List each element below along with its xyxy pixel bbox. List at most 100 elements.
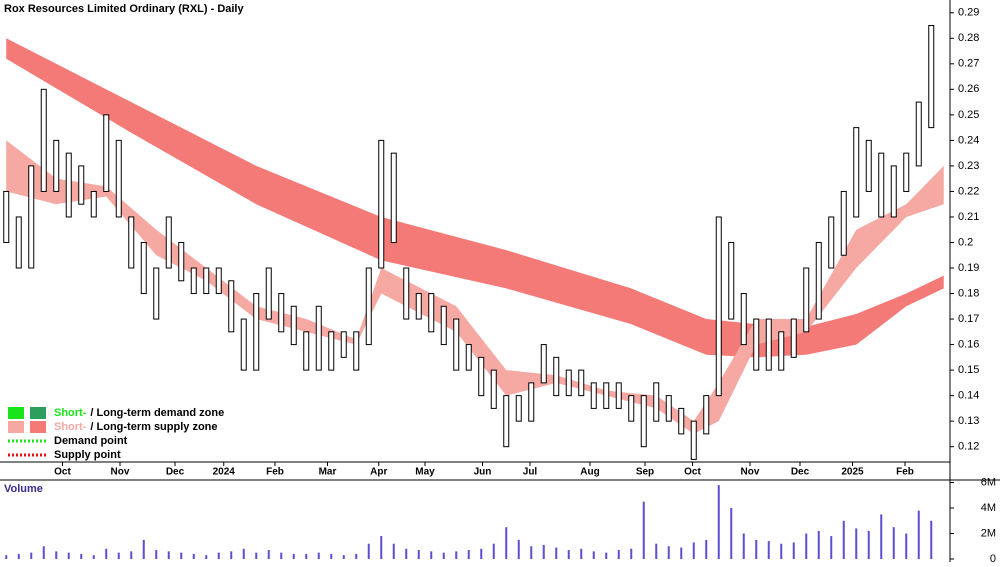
x-tick-label: Dec <box>166 467 185 478</box>
price-bar <box>578 369 585 397</box>
y-tick-label: 0.25 <box>958 109 979 121</box>
volume-bar <box>330 553 333 559</box>
volume-bar <box>505 527 508 559</box>
volume-bar <box>367 543 370 559</box>
price-bar <box>828 216 835 269</box>
y-tick-label: 0.14 <box>958 390 979 402</box>
price-bar <box>540 344 547 384</box>
price-bar <box>278 293 285 333</box>
volume-bar <box>417 550 420 559</box>
legend-swatch <box>8 407 24 419</box>
price-bar <box>140 241 147 295</box>
x-tick-label: Feb <box>896 467 914 478</box>
volume-bar <box>205 555 208 559</box>
x-tick-label: Apr <box>370 467 387 478</box>
price-bar <box>115 139 122 218</box>
price-bar <box>128 216 135 269</box>
price-bar <box>553 356 560 397</box>
volume-bar <box>117 552 120 559</box>
volume-bar <box>555 547 558 559</box>
volume-bar <box>430 551 433 559</box>
price-bar <box>678 407 685 435</box>
volume-bar <box>730 508 733 559</box>
volume-bar <box>567 550 570 559</box>
price-bar <box>515 395 522 422</box>
volume-bar <box>155 550 158 559</box>
volume-bar <box>605 552 608 559</box>
price-bar <box>565 369 572 397</box>
chart-title: Rox Resources Limited Ordinary (RXL) - D… <box>4 3 244 15</box>
x-tick-label: Oct <box>54 467 71 478</box>
volume-bar <box>792 542 795 559</box>
volume-bar <box>692 542 695 559</box>
volume-bar <box>405 548 408 559</box>
price-bar <box>915 101 922 167</box>
legend-swatch <box>8 421 24 433</box>
price-bar <box>90 190 97 218</box>
price-bar <box>703 395 710 435</box>
y-tick-label: 0.26 <box>958 83 979 95</box>
volume-bar <box>492 543 495 559</box>
legend-label: Short- <box>54 407 87 419</box>
price-bar <box>15 216 22 269</box>
price-bar <box>478 356 485 397</box>
y-tick-label: 0.28 <box>958 32 979 44</box>
volume-bar <box>530 546 533 559</box>
volume-bar <box>830 536 833 559</box>
price-bar <box>865 139 872 192</box>
legend-label: Demand point <box>54 435 128 447</box>
volume-bar <box>780 543 783 559</box>
volume-bar <box>30 552 33 559</box>
zone-band <box>6 38 944 358</box>
y-tick-label: 0.2 <box>958 236 973 248</box>
x-tick-label: May <box>415 467 435 478</box>
volume-bar <box>542 544 545 559</box>
volume-bar <box>442 552 445 559</box>
price-bar <box>853 127 860 218</box>
volume-bar <box>292 553 295 559</box>
volume-bar <box>55 551 58 559</box>
x-tick-label: Nov <box>111 467 130 478</box>
price-bar <box>53 139 60 192</box>
volume-bar <box>767 541 770 559</box>
y-tick-label: 0.19 <box>958 262 979 274</box>
volume-bar <box>317 552 320 559</box>
y-tick-label: 0.18 <box>958 287 979 299</box>
price-bar <box>190 267 197 295</box>
y-tick-label: 0.24 <box>958 134 979 146</box>
volume-bar <box>817 530 820 559</box>
price-bar <box>240 318 247 371</box>
volume-bar <box>105 548 108 559</box>
price-bar <box>628 395 635 422</box>
price-bar <box>228 280 235 333</box>
x-tick-label: Sep <box>636 467 654 478</box>
x-tick-label: Mar <box>319 467 337 478</box>
volume-bar <box>930 520 933 559</box>
y-tick-label: 0.15 <box>958 364 979 376</box>
x-tick-label: Oct <box>684 467 701 478</box>
volume-bar <box>592 551 595 559</box>
x-tick-label: Nov <box>741 467 760 478</box>
price-bar <box>928 25 935 129</box>
price-bar <box>878 152 885 218</box>
volume-bar <box>867 530 870 559</box>
volume-bar <box>842 520 845 559</box>
price-bar <box>203 267 210 295</box>
price-bar <box>253 293 260 371</box>
volume-bar <box>655 543 658 559</box>
legend-label: Short- <box>54 421 87 433</box>
price-bar <box>328 331 335 371</box>
volume-bar <box>80 553 83 559</box>
price-bar <box>215 267 222 295</box>
price-bar <box>415 293 422 320</box>
x-tick-label: 2024 <box>213 467 236 478</box>
volume-bar <box>142 539 145 559</box>
price-bar <box>353 331 360 371</box>
legend-label: Supply point <box>54 449 121 461</box>
legend-swatch <box>30 407 46 419</box>
price-bar <box>640 395 647 448</box>
volume-bar <box>255 552 258 559</box>
volume-bar <box>267 550 270 559</box>
price-bar <box>178 241 185 282</box>
